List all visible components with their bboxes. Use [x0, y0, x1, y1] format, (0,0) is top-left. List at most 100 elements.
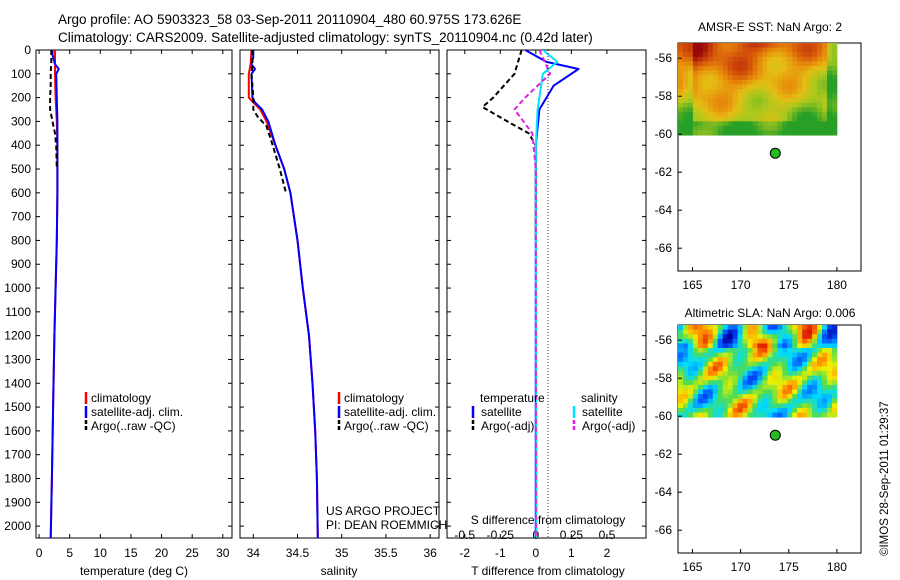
- map-cell: [787, 116, 793, 122]
- salinity-legend: climatology satellite-adj. clim. Argo(..…: [337, 391, 436, 433]
- map-cell: [772, 98, 778, 104]
- map-cell: [702, 334, 709, 340]
- map-cell: [717, 89, 724, 95]
- map-cell: [722, 93, 729, 99]
- map-cell: [831, 116, 838, 122]
- map-cell: [762, 398, 768, 404]
- map-cell: [702, 371, 709, 377]
- map-cell: [822, 361, 828, 367]
- map-cell: [757, 357, 763, 363]
- figure-title-line1: Argo profile: AO 5903323_58 03-Sep-2011 …: [58, 12, 521, 27]
- map-cell: [687, 384, 694, 390]
- map-cell: [812, 84, 818, 90]
- map-cell: [678, 70, 684, 76]
- map-cell: [757, 343, 763, 349]
- map-cell: [752, 361, 758, 367]
- map-cell: [782, 79, 788, 85]
- map-cell: [697, 361, 704, 367]
- map-cell: [812, 403, 818, 409]
- map-cell: [712, 98, 719, 104]
- lon-tick-label: 175: [779, 278, 799, 292]
- map-cell: [692, 371, 699, 377]
- map-cell: [782, 325, 788, 331]
- map-cell: [732, 334, 738, 340]
- map-cell: [817, 343, 823, 349]
- map-cell: [822, 125, 828, 131]
- map-cell: [712, 125, 719, 131]
- map-cell: [802, 412, 808, 418]
- map-cell: [742, 389, 748, 395]
- map-cell: [707, 84, 714, 90]
- map-cell: [687, 98, 694, 104]
- map-cell: [777, 61, 783, 67]
- map-cell: [792, 348, 798, 354]
- map-cell: [762, 366, 768, 372]
- map-cell: [732, 338, 738, 344]
- map-cell: [752, 130, 758, 136]
- map-cell: [678, 384, 684, 390]
- map-cell: [792, 121, 798, 127]
- lon-tick-label: 170: [731, 560, 751, 574]
- map-cell: [727, 334, 734, 340]
- map-cell: [757, 384, 763, 390]
- map-cell: [697, 89, 704, 95]
- map-cell: [777, 403, 783, 409]
- map-cell: [717, 338, 724, 344]
- map-cell: [712, 407, 719, 413]
- map-cell: [732, 93, 738, 99]
- map-cell: [777, 89, 783, 95]
- map-cell: [831, 375, 838, 381]
- map-cell: [737, 121, 743, 127]
- map-cell: [762, 93, 768, 99]
- map-cell: [807, 61, 813, 67]
- map-cell: [817, 338, 823, 344]
- map-cell: [732, 371, 738, 377]
- map-cell: [831, 89, 838, 95]
- map-cell: [732, 384, 738, 390]
- map-cell: [737, 130, 743, 136]
- map-cell: [807, 366, 813, 372]
- map-cell: [831, 361, 838, 367]
- map-cell: [812, 398, 818, 404]
- map-cell: [807, 348, 813, 354]
- map-cell: [831, 394, 838, 400]
- map-cell: [777, 371, 783, 377]
- map-cell: [822, 89, 828, 95]
- map-cell: [812, 334, 818, 340]
- map-cell: [772, 61, 778, 67]
- map-cell: [831, 107, 838, 113]
- map-cell: [732, 407, 738, 413]
- map-cell: [817, 84, 823, 90]
- map-cell: [777, 334, 783, 340]
- map-cell: [712, 375, 719, 381]
- map-cell: [687, 398, 694, 404]
- map-cell: [702, 384, 709, 390]
- map-cell: [802, 70, 808, 76]
- map-cell: [737, 334, 743, 340]
- map-cell: [678, 334, 684, 340]
- map-cell: [742, 375, 748, 381]
- map-cell: [807, 116, 813, 122]
- map-cell: [787, 52, 793, 58]
- map-cell: [797, 343, 803, 349]
- map-cell: [722, 66, 729, 72]
- map-cell: [712, 334, 719, 340]
- map-cell: [682, 329, 689, 335]
- map-cell: [732, 389, 738, 395]
- map-cell: [707, 334, 714, 340]
- map-cell: [767, 107, 773, 113]
- map-cell: [717, 398, 724, 404]
- map-cell: [707, 125, 714, 131]
- lat-tick-label: -58: [655, 371, 673, 385]
- map-cell: [702, 116, 709, 122]
- map-cell: [687, 407, 694, 413]
- map-cell: [752, 89, 758, 95]
- lat-tick-label: -62: [655, 447, 673, 461]
- map-cell: [742, 338, 748, 344]
- map-cell: [747, 412, 753, 418]
- map-cell: [817, 107, 823, 113]
- map-cell: [707, 375, 714, 381]
- map-cell: [727, 380, 734, 386]
- map-cell: [697, 380, 704, 386]
- map-cell: [678, 75, 684, 81]
